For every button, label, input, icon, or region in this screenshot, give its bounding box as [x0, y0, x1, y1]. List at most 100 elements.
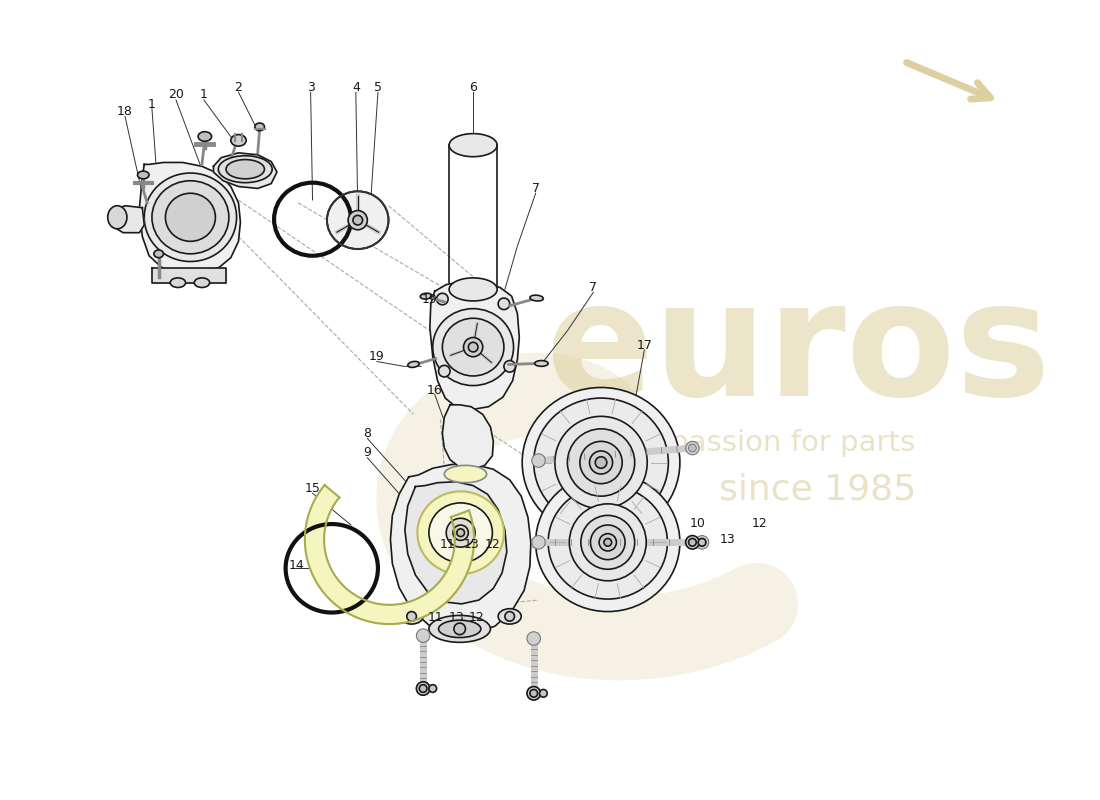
Circle shape	[531, 454, 546, 467]
Ellipse shape	[449, 134, 497, 157]
Circle shape	[689, 444, 696, 452]
Text: 8: 8	[363, 427, 372, 440]
Ellipse shape	[138, 171, 150, 179]
Circle shape	[590, 451, 613, 474]
Ellipse shape	[498, 609, 521, 624]
Ellipse shape	[154, 250, 164, 258]
Circle shape	[595, 457, 607, 468]
Text: 2: 2	[234, 81, 242, 94]
Ellipse shape	[522, 387, 680, 538]
Circle shape	[417, 682, 430, 695]
Polygon shape	[442, 405, 493, 470]
Ellipse shape	[195, 278, 210, 287]
Text: 15: 15	[305, 482, 320, 495]
Circle shape	[419, 685, 427, 692]
Circle shape	[469, 342, 478, 352]
Circle shape	[498, 298, 509, 310]
Ellipse shape	[198, 132, 211, 142]
Ellipse shape	[165, 194, 216, 242]
Circle shape	[407, 611, 417, 621]
Polygon shape	[152, 268, 226, 282]
Ellipse shape	[420, 294, 432, 299]
Text: since 1985: since 1985	[718, 473, 916, 506]
Circle shape	[429, 685, 437, 692]
Circle shape	[417, 682, 430, 695]
Circle shape	[568, 429, 635, 496]
Circle shape	[570, 504, 646, 581]
Circle shape	[554, 416, 647, 509]
Circle shape	[531, 535, 546, 549]
Circle shape	[600, 534, 616, 551]
Text: 10: 10	[690, 517, 705, 530]
Text: a passion for parts: a passion for parts	[642, 430, 915, 458]
Circle shape	[530, 690, 538, 697]
Ellipse shape	[530, 295, 543, 301]
Ellipse shape	[170, 278, 186, 287]
Circle shape	[419, 685, 427, 692]
Circle shape	[581, 515, 635, 570]
Text: 9: 9	[363, 446, 372, 459]
Ellipse shape	[255, 123, 264, 130]
Circle shape	[348, 210, 367, 230]
Circle shape	[463, 338, 483, 357]
Circle shape	[454, 623, 465, 634]
Circle shape	[527, 686, 540, 700]
Circle shape	[505, 611, 515, 621]
Ellipse shape	[429, 503, 493, 562]
Circle shape	[527, 632, 540, 646]
Ellipse shape	[108, 206, 126, 229]
Circle shape	[527, 686, 540, 700]
Ellipse shape	[442, 318, 504, 376]
Ellipse shape	[152, 181, 229, 254]
Ellipse shape	[534, 398, 669, 527]
Polygon shape	[213, 153, 277, 189]
Text: 6: 6	[470, 81, 477, 94]
Text: 12: 12	[469, 611, 485, 624]
Circle shape	[504, 361, 516, 372]
Text: 1: 1	[200, 88, 208, 101]
Text: 7: 7	[590, 281, 597, 294]
Circle shape	[437, 294, 448, 305]
Text: 5: 5	[374, 81, 382, 94]
Circle shape	[453, 525, 469, 541]
Circle shape	[689, 538, 696, 546]
Circle shape	[685, 535, 700, 549]
Circle shape	[698, 538, 706, 546]
Circle shape	[530, 690, 538, 697]
Ellipse shape	[144, 173, 236, 262]
Text: 16: 16	[427, 384, 442, 397]
Text: 11: 11	[428, 611, 443, 624]
Ellipse shape	[535, 361, 548, 366]
Ellipse shape	[548, 486, 668, 599]
Ellipse shape	[226, 159, 264, 179]
Ellipse shape	[231, 134, 246, 146]
Ellipse shape	[400, 609, 424, 624]
Ellipse shape	[429, 615, 491, 642]
Polygon shape	[390, 465, 531, 634]
Text: 19: 19	[422, 294, 438, 306]
Circle shape	[539, 690, 547, 697]
Text: 19: 19	[370, 350, 385, 363]
Circle shape	[417, 629, 430, 642]
Ellipse shape	[417, 491, 504, 574]
Polygon shape	[111, 206, 144, 233]
Circle shape	[604, 538, 612, 546]
Polygon shape	[305, 485, 474, 624]
Text: 11: 11	[439, 538, 455, 550]
Circle shape	[456, 529, 464, 537]
Circle shape	[698, 538, 706, 546]
Ellipse shape	[439, 620, 481, 638]
Text: 13: 13	[449, 611, 464, 624]
Text: 14: 14	[288, 559, 304, 572]
Circle shape	[447, 518, 475, 547]
Text: 12: 12	[484, 538, 500, 550]
Polygon shape	[140, 162, 241, 273]
Polygon shape	[405, 482, 507, 604]
Circle shape	[685, 442, 700, 455]
Circle shape	[591, 525, 625, 560]
Circle shape	[695, 535, 708, 549]
Ellipse shape	[218, 156, 272, 182]
Circle shape	[439, 366, 450, 377]
Circle shape	[580, 442, 623, 484]
Text: 4: 4	[352, 81, 360, 94]
